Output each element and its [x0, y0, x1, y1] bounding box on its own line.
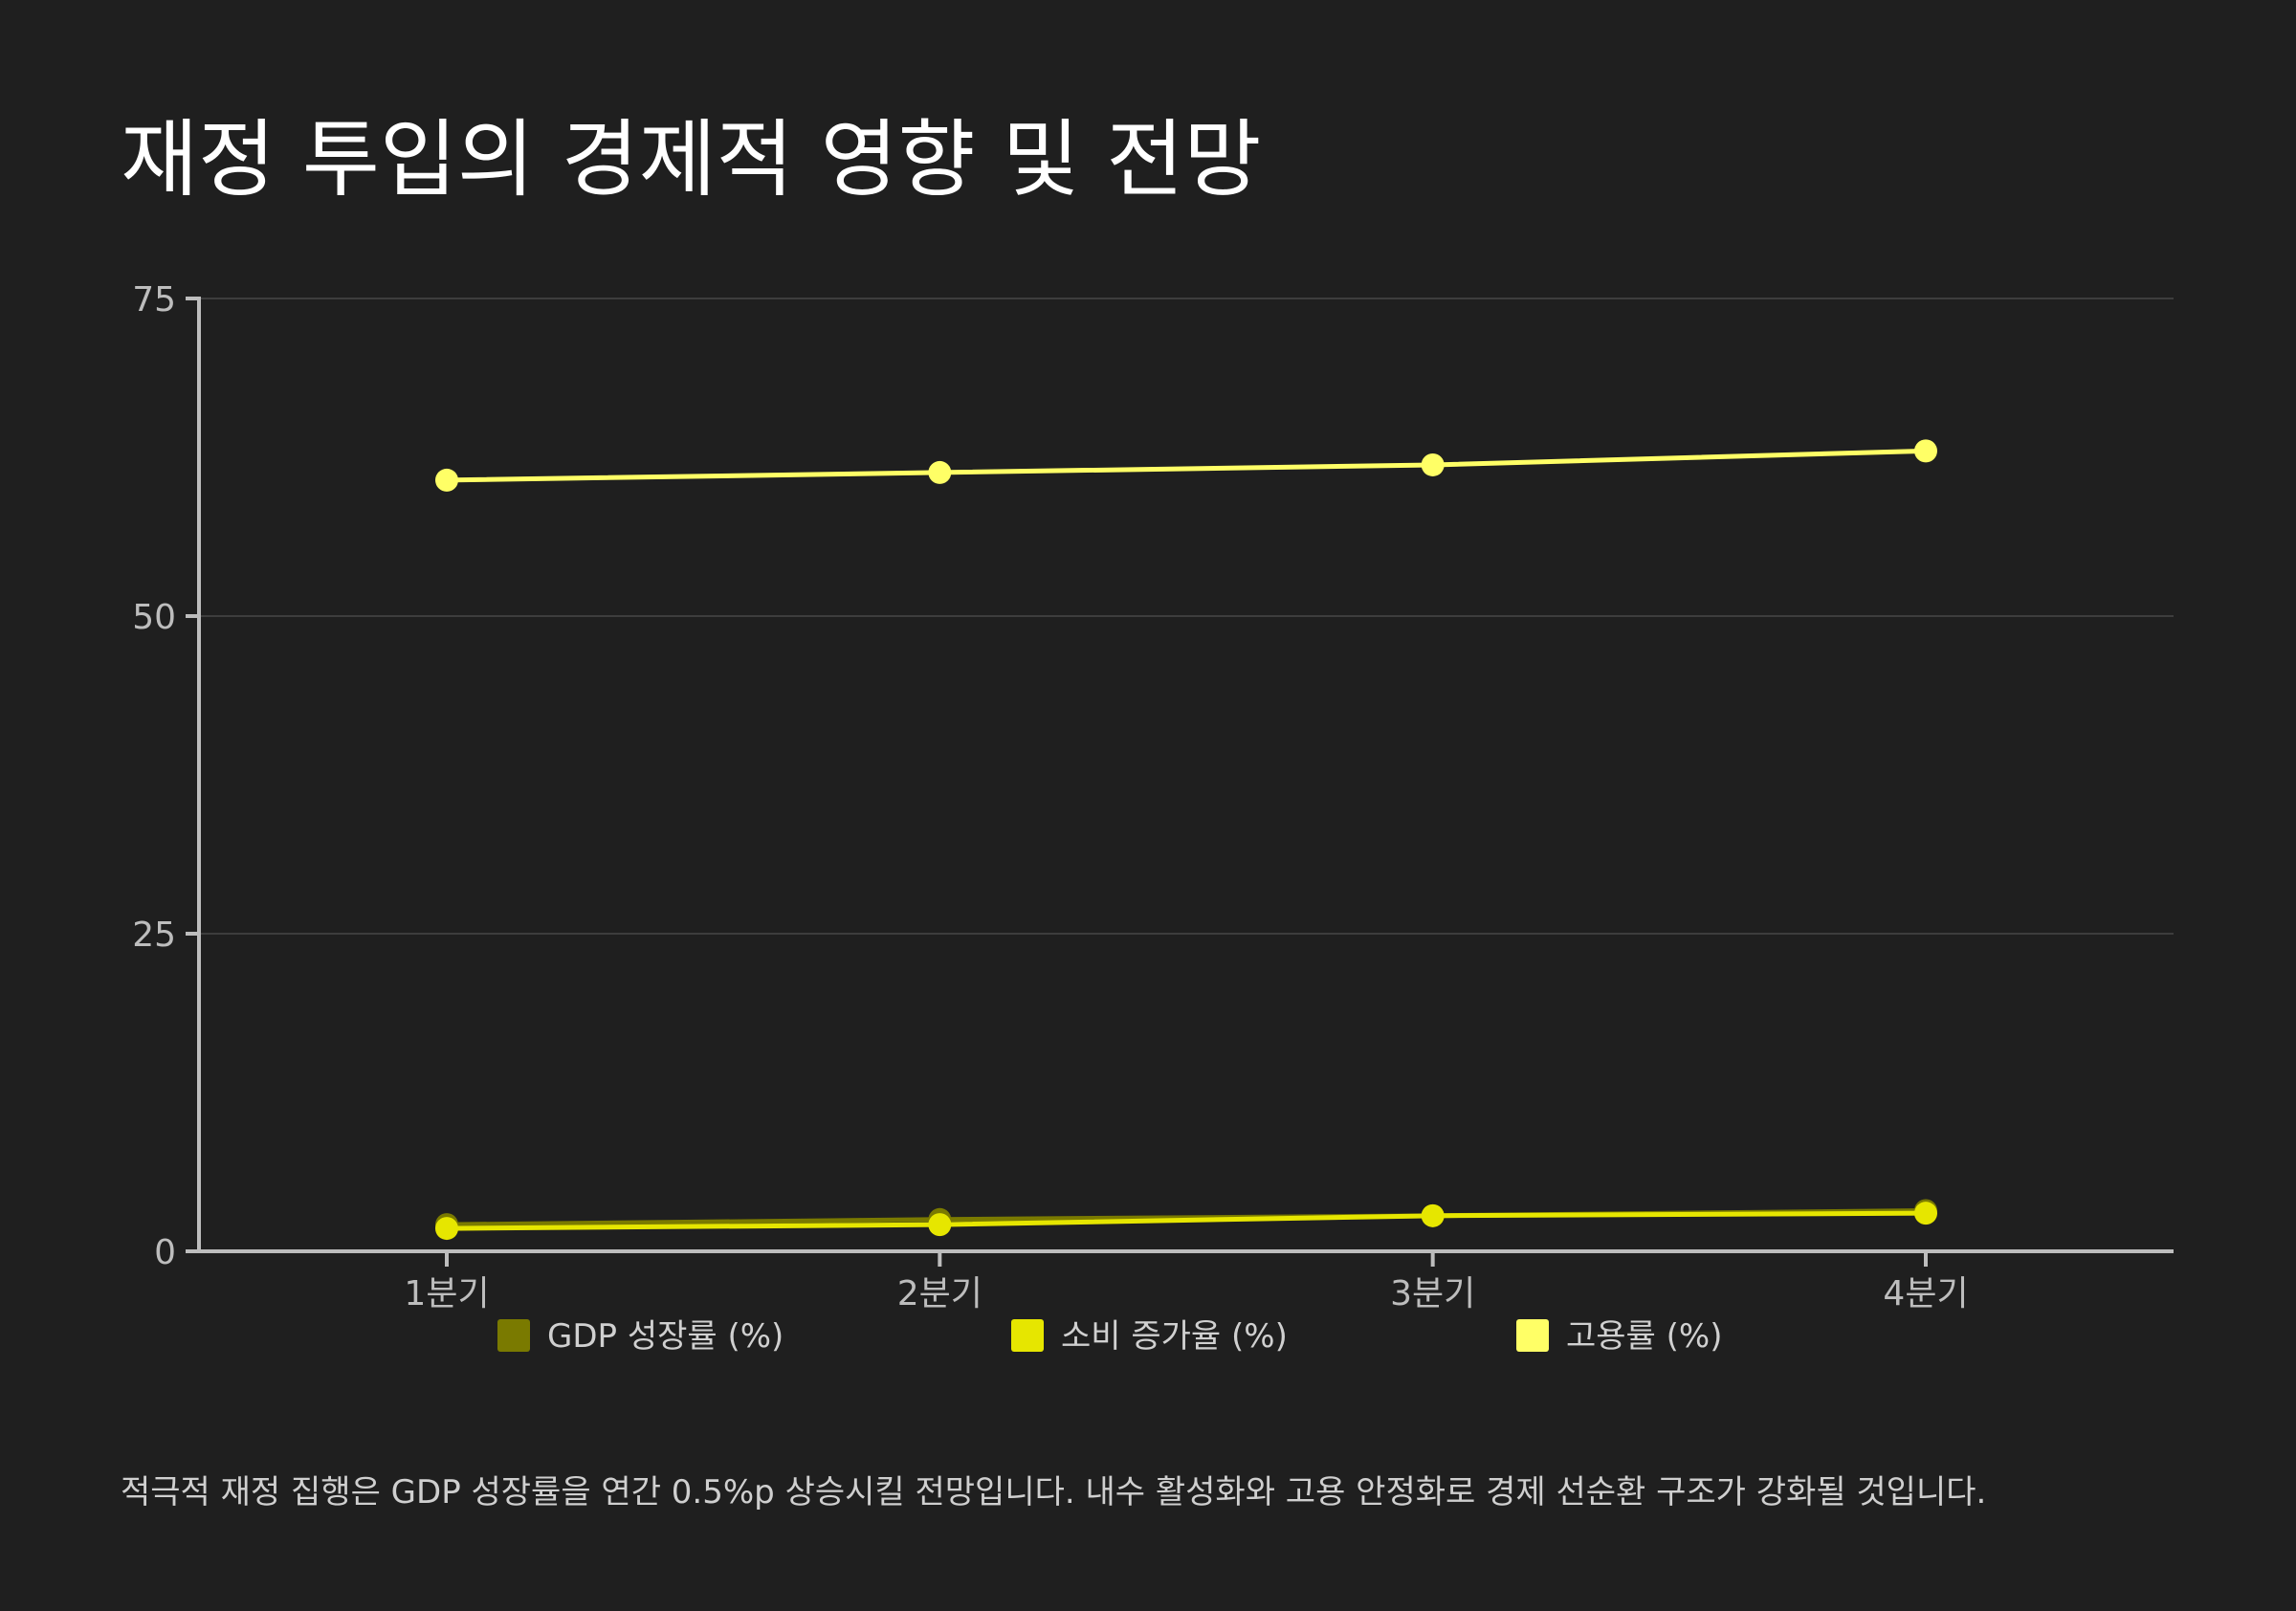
legend-label: 소비 증가율 (%): [1061, 1317, 1288, 1356]
x-tick-label: 2분기: [897, 1274, 982, 1313]
legend-swatch: [497, 1319, 530, 1352]
data-point: [435, 1217, 458, 1241]
y-tick-label: 25: [132, 916, 176, 955]
series-line: [446, 448, 1927, 483]
y-tick-label: 0: [154, 1233, 176, 1272]
y-tick-label: 50: [132, 598, 176, 637]
data-point: [1914, 1202, 1937, 1225]
data-point: [435, 468, 458, 492]
legend: GDP 성장률 (%) 소비 증가율 (%) 고용률 (%): [497, 1317, 1722, 1356]
legend-swatch: [1516, 1319, 1549, 1352]
legend-label: GDP 성장률 (%): [547, 1317, 784, 1356]
legend-label: 고용률 (%): [1566, 1317, 1722, 1356]
x-tick-label: 1분기: [404, 1274, 489, 1313]
data-point: [928, 460, 952, 484]
series-line: [446, 1210, 1927, 1231]
data-point: [1914, 439, 1937, 463]
data-point: [1421, 1203, 1445, 1227]
legend-swatch: [1011, 1319, 1044, 1352]
x-tick-label: 3분기: [1390, 1274, 1475, 1313]
y-tick-label: 75: [132, 280, 176, 320]
data-point: [928, 1213, 952, 1237]
chart-title: 재정 투입의 경제적 영향 및 전망: [121, 110, 1262, 209]
chart-footnote: 적극적 재정 집행은 GDP 성장률을 연간 0.5%p 상승시킬 전망입니다.…: [121, 1473, 1987, 1512]
data-point: [1421, 452, 1445, 476]
grid-lines: [199, 298, 2174, 935]
x-tick-label: 4분기: [1883, 1274, 1968, 1313]
series-lines: [435, 439, 1937, 1241]
axes: 0 25 50 75 1분기 2분기 3분기 4분기: [132, 280, 2174, 1313]
